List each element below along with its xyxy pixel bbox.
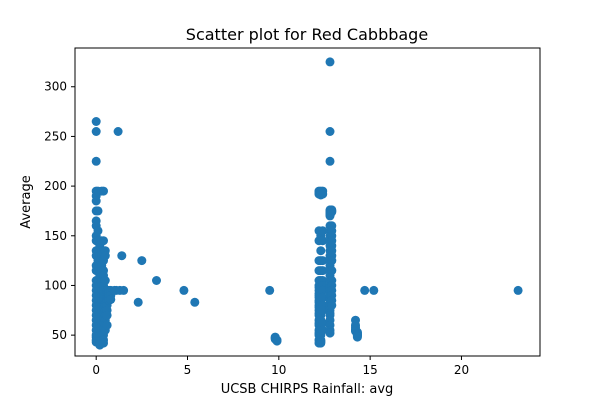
data-point [113, 127, 123, 136]
data-point [325, 156, 335, 166]
data-point [91, 127, 101, 136]
data-point [327, 207, 337, 217]
chart-title: Scatter plot for Red Cabbbage [186, 25, 428, 44]
data-point [318, 285, 328, 295]
y-axis-label: Average [19, 175, 34, 228]
data-point [325, 328, 335, 338]
data-point [318, 318, 328, 328]
plot-frame [74, 47, 541, 357]
y-tick-label: 150 [44, 229, 67, 243]
y-tick-label: 100 [44, 278, 67, 292]
y-tick-label: 200 [44, 179, 67, 193]
data-point [100, 251, 110, 261]
data-point [316, 246, 326, 256]
y-tick-label: 50 [52, 328, 67, 342]
x-tick-label: 20 [454, 363, 469, 377]
data-point [102, 320, 112, 330]
data-points [91, 57, 523, 350]
data-point [325, 57, 335, 67]
data-point [369, 285, 379, 295]
x-tick-label: 0 [92, 363, 100, 377]
data-point [316, 338, 326, 348]
data-point [91, 156, 101, 166]
data-point [152, 276, 161, 285]
data-point [102, 310, 112, 320]
data-point [272, 336, 282, 346]
data-point [179, 285, 189, 295]
data-point [327, 300, 337, 310]
x-axis-ticks: 0 5 10 15 20 [92, 356, 469, 377]
data-point [318, 292, 328, 302]
data-point [318, 266, 328, 276]
data-point [318, 256, 328, 266]
data-point [99, 186, 108, 196]
data-point [325, 127, 335, 136]
data-point [99, 236, 108, 246]
data-point [327, 266, 337, 276]
data-point [106, 294, 116, 304]
data-point [100, 276, 110, 285]
data-point [352, 332, 362, 342]
x-tick-label: 15 [363, 363, 378, 377]
axes [74, 47, 541, 357]
data-point [318, 236, 328, 246]
data-point [133, 297, 143, 307]
data-point [137, 256, 147, 266]
data-point [93, 206, 103, 216]
data-point [513, 285, 523, 295]
data-point [318, 189, 328, 199]
x-axis-label: UCSB CHIRPS Rainfall: avg [221, 382, 394, 397]
data-point [265, 285, 275, 295]
data-point [318, 305, 328, 315]
data-point [117, 251, 127, 261]
y-tick-label: 250 [44, 129, 67, 143]
data-point [318, 226, 328, 236]
data-point [91, 117, 101, 126]
y-tick-label: 300 [44, 80, 67, 94]
data-point [99, 338, 108, 348]
data-point [91, 196, 101, 206]
data-point [327, 256, 337, 266]
data-point [93, 226, 103, 236]
data-point [318, 325, 328, 335]
data-point [119, 285, 129, 295]
x-tick-label: 5 [184, 363, 192, 377]
data-point [360, 285, 370, 295]
data-point [190, 297, 200, 307]
y-axis-ticks: 50 100 150 200 250 300 [44, 80, 75, 342]
x-tick-label: 10 [271, 363, 286, 377]
